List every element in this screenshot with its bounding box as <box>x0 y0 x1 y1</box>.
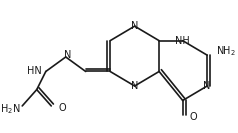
Text: O: O <box>190 112 198 122</box>
Text: O: O <box>59 103 66 113</box>
Text: H$_2$N: H$_2$N <box>0 103 20 117</box>
Text: HN: HN <box>27 66 42 76</box>
Text: N: N <box>131 81 138 91</box>
Text: N: N <box>131 21 138 31</box>
Text: NH$_2$: NH$_2$ <box>216 45 236 58</box>
Text: N: N <box>64 50 71 60</box>
Text: N: N <box>203 81 211 91</box>
Text: NH: NH <box>175 36 190 46</box>
